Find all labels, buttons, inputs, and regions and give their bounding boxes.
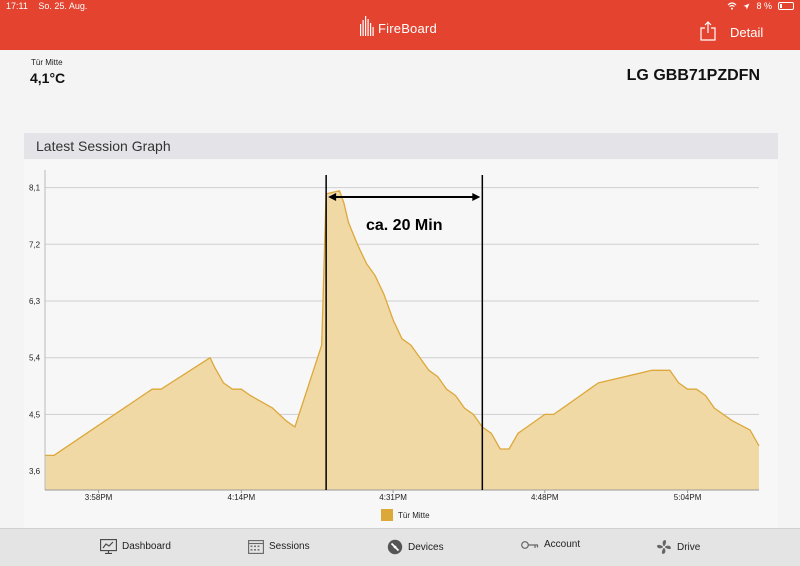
fan-icon (657, 540, 671, 554)
section-title: Latest Session Graph (36, 138, 171, 154)
app-header: 17:11 So. 25. Aug. 8 % FireBoard Detail (0, 0, 800, 50)
dashboard-icon (100, 539, 117, 554)
session-graph: 8,1 7,2 6,3 5,4 4,5 3,6 3:58PM 4:14PM 4:31PM 4:48… (24, 160, 778, 528)
wifi-icon (728, 2, 737, 10)
tab-sessions[interactable]: Sessions (248, 539, 310, 554)
sensor-temperature: 4,1°C (30, 70, 66, 86)
series-area (45, 190, 759, 491)
y-tick-label: 4,5 (29, 410, 41, 419)
share-icon[interactable] (700, 21, 716, 41)
detail-button[interactable]: Detail (730, 25, 764, 40)
section-header: Latest Session Graph (24, 133, 778, 159)
tab-account-label: Account (544, 539, 581, 550)
y-tick-label: 6,3 (29, 297, 41, 306)
tab-dashboard-label: Dashboard (122, 541, 171, 552)
location-arrow-icon (743, 3, 750, 9)
y-tick-label: 7,2 (29, 240, 41, 249)
key-icon (521, 540, 539, 549)
tab-dashboard[interactable]: Dashboard (100, 539, 171, 554)
fireboard-logo-icon (360, 16, 374, 36)
legend-swatch (381, 509, 393, 521)
x-tick-label: 4:48PM (531, 493, 559, 502)
status-bar-left: 17:11 So. 25. Aug. (6, 1, 95, 11)
device-name: LG GBB71PZDFN (626, 67, 760, 84)
tab-account[interactable]: Account (521, 539, 580, 550)
y-tick-label: 8,1 (29, 184, 41, 193)
duration-annotation: ca. 20 Min (366, 217, 442, 234)
tab-sessions-label: Sessions (269, 541, 310, 552)
sensor-name: Tür Mitte (31, 58, 63, 67)
arrow-head-left (328, 193, 337, 201)
devices-icon (387, 539, 403, 555)
status-date: So. 25. Aug. (38, 1, 88, 11)
tab-devices-label: Devices (408, 541, 444, 553)
battery-icon (778, 2, 794, 10)
series-line (45, 190, 760, 457)
session-graph-svg: 8,1 7,2 6,3 5,4 4,5 3,6 3:58PM 4:14PM 4:31PM 4:48… (29, 170, 760, 521)
fireboard-logo: FireBoard (360, 16, 437, 36)
arrow-head-right (472, 193, 481, 201)
tab-drive[interactable]: Drive (656, 539, 700, 555)
calendar-icon (248, 540, 264, 554)
x-tick-label: 4:31PM (379, 493, 407, 502)
tab-bar: Dashboard Sessions Devices Account (0, 528, 800, 566)
x-tick-label: 3:58PM (85, 493, 113, 502)
status-bar-right: 8 % (727, 1, 794, 11)
battery-percent: 8 % (756, 1, 772, 11)
tab-drive-label: Drive (677, 541, 701, 553)
x-tick-label: 5:04PM (674, 493, 702, 502)
x-tick-label: 4:14PM (228, 493, 256, 502)
tab-devices[interactable]: Devices (387, 539, 444, 555)
status-time: 17:11 (6, 1, 28, 11)
legend-label: Tür Mitte (398, 511, 430, 520)
brand-name: FireBoard (378, 21, 437, 36)
y-tick-label: 3,6 (29, 467, 41, 476)
y-tick-label: 5,4 (29, 354, 41, 363)
